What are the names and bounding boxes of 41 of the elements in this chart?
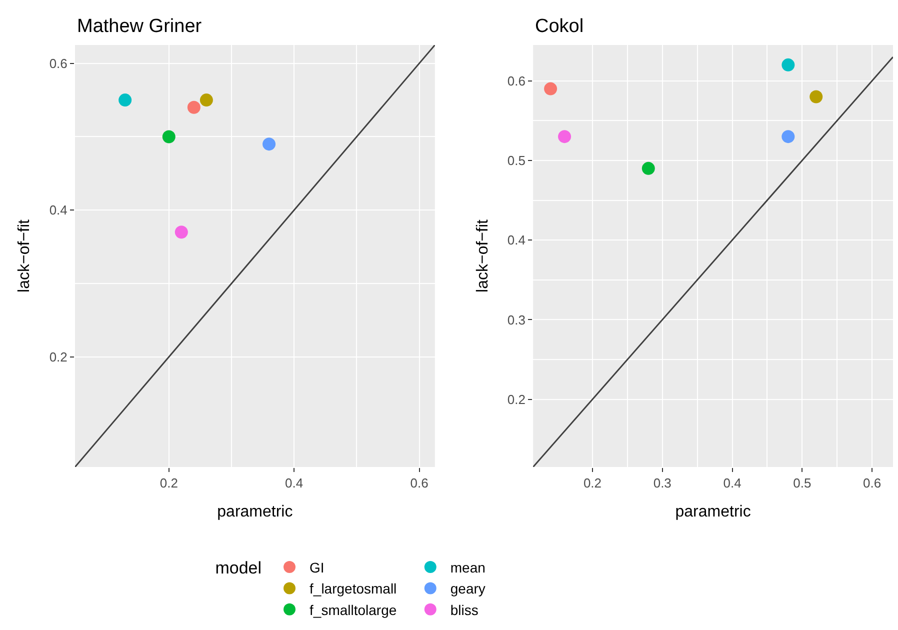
y-axis-title: lack−of−fit	[16, 218, 34, 292]
y-tick-label: 0.6	[49, 56, 68, 71]
y-tick-label: 0.5	[507, 153, 526, 168]
point	[642, 162, 655, 175]
x-tick-label: 0.5	[793, 476, 812, 491]
y-axis-title: lack−of−fit	[474, 218, 492, 292]
x-tick-label: 0.2	[583, 476, 602, 491]
legend-label: f_smalltolarge	[310, 602, 397, 618]
point	[782, 130, 795, 144]
y-tick-label: 0.4	[507, 232, 526, 248]
legend-label: f_largetosmall	[310, 580, 397, 597]
y-tick-label: 0.2	[507, 392, 526, 407]
point	[174, 226, 188, 239]
point	[187, 100, 200, 114]
x-axis-title: parametric	[217, 503, 293, 520]
legend-label: mean	[450, 559, 486, 576]
legend-title: model	[215, 558, 262, 578]
y-tick-label: 0.4	[49, 202, 68, 218]
point	[782, 58, 795, 72]
y-tick-label: 0.3	[507, 312, 526, 328]
x-axis-title: parametric	[675, 503, 751, 520]
point	[810, 90, 823, 104]
x-tick-label: 0.2	[160, 476, 178, 491]
point	[200, 94, 213, 107]
chart-title: Cokol	[535, 16, 584, 37]
y-tick-label: 0.2	[49, 349, 68, 364]
y-tick-label: 0.6	[507, 73, 526, 88]
point	[262, 138, 276, 151]
legend-label: bliss	[450, 602, 478, 618]
point	[544, 82, 558, 96]
point	[162, 130, 176, 144]
chart-title: Mathew Griner	[77, 16, 202, 37]
point	[558, 130, 572, 144]
x-tick-label: 0.4	[723, 476, 742, 491]
legend-label: geary	[450, 580, 486, 597]
x-tick-label: 0.6	[410, 476, 428, 491]
x-tick-label: 0.3	[653, 476, 672, 491]
point	[118, 94, 132, 107]
x-tick-label: 0.6	[862, 476, 882, 491]
legend-label: GI	[310, 559, 324, 576]
x-tick-label: 0.4	[285, 476, 304, 491]
